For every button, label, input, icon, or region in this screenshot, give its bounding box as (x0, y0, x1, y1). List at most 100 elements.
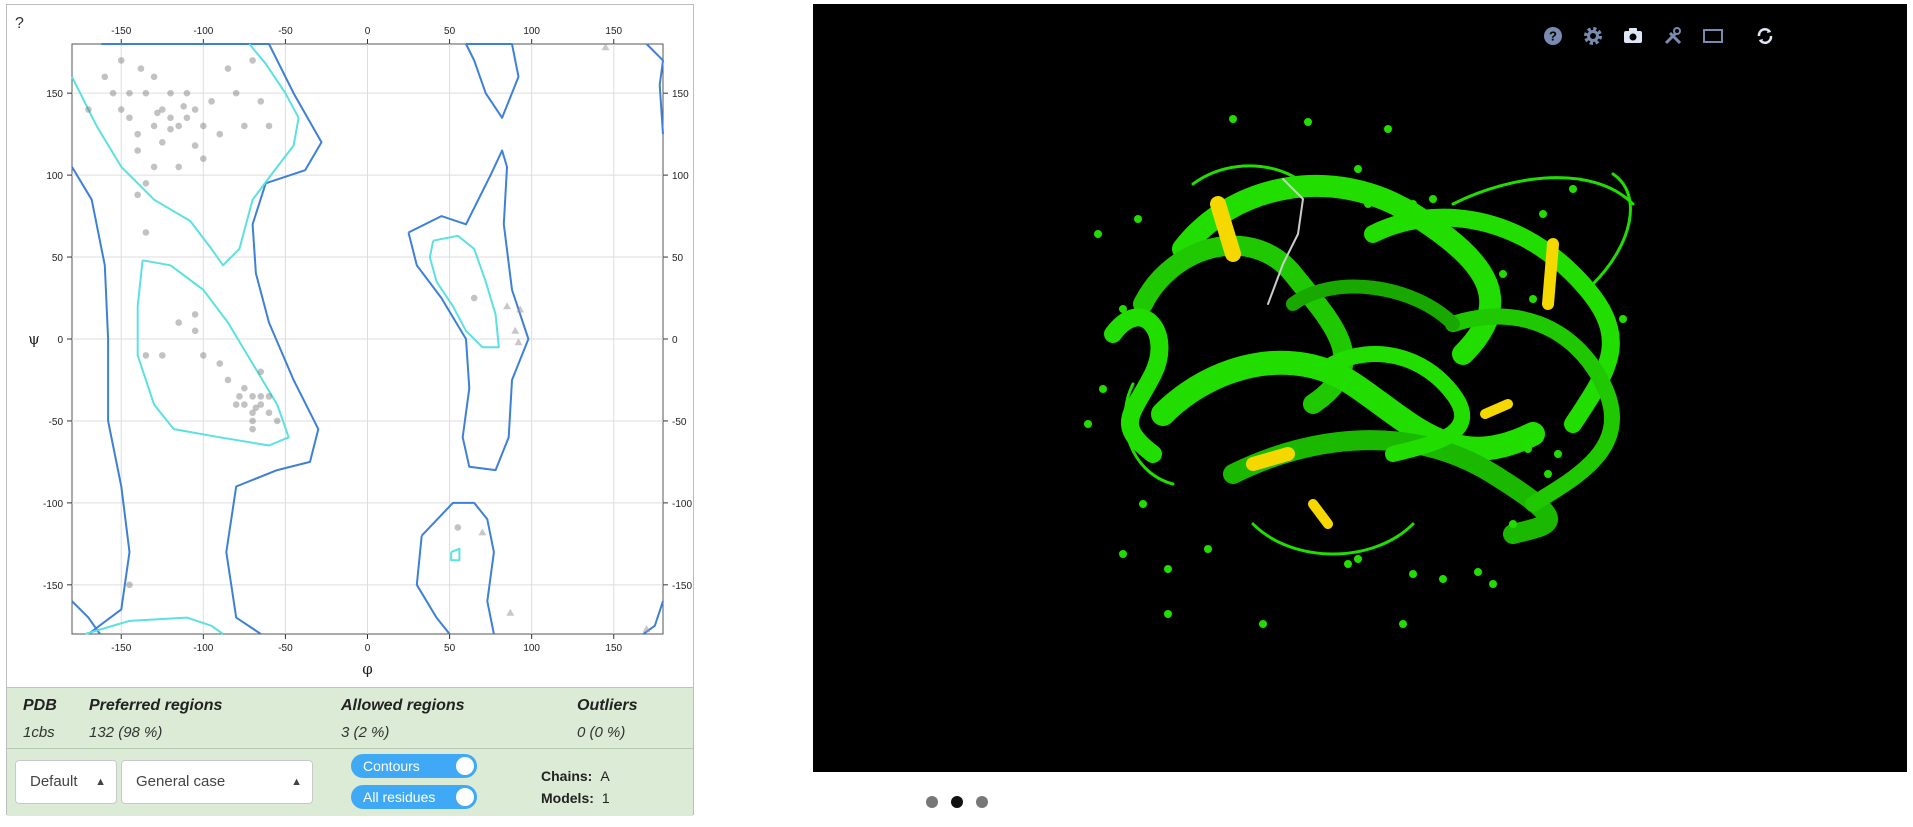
models-value: 1 (601, 790, 610, 806)
outlier-point (642, 625, 651, 633)
contour-line (71, 600, 101, 635)
residue-point (249, 393, 256, 400)
y-tick-label-right: 0 (672, 335, 678, 346)
x-axis-label: φ (362, 660, 373, 678)
y-tick-label-right: 50 (672, 253, 684, 264)
residue-point (167, 114, 174, 122)
residue-point (241, 401, 248, 408)
residue-point (126, 89, 133, 97)
carousel-dot-3[interactable] (976, 796, 988, 808)
residue-point (175, 122, 183, 130)
molecule-canvas[interactable] (813, 4, 1907, 772)
model-select-value: Default (30, 773, 78, 790)
residue-point (134, 147, 141, 154)
residue-point (142, 352, 150, 359)
x-tick-label-bottom: 100 (523, 643, 540, 654)
sheet-accent (1542, 238, 1559, 310)
contour-line (407, 149, 530, 472)
loop (1251, 522, 1415, 556)
models-info: Models: 1 (541, 790, 610, 806)
contour-line (465, 43, 520, 119)
chains-info: Chains: A (541, 768, 610, 784)
toggle-knob (456, 788, 474, 806)
residue-point (158, 352, 166, 359)
residue-point (249, 417, 256, 425)
contour-line (450, 547, 461, 562)
chains-value: A (600, 768, 610, 784)
y-tick-label-left: -100 (43, 499, 63, 510)
residue-point (150, 163, 158, 171)
molecule-viewer[interactable]: ? (813, 4, 1907, 772)
residue-point (126, 114, 133, 122)
residue-point (257, 98, 265, 105)
ribbon-strand (1325, 346, 1470, 462)
ramachandran-plot: -150 -150 -100 -100 -50 -50 0 0 50 50 100 100 150 150… (28, 26, 692, 678)
x-tick-label-top: 150 (605, 26, 622, 37)
sheet-accent (1210, 196, 1241, 262)
residue-point (183, 89, 191, 97)
residue-point (454, 524, 462, 531)
residue-point (137, 65, 145, 72)
help-icon[interactable]: ? (1541, 24, 1565, 48)
contours-toggle[interactable]: Contours (351, 754, 477, 778)
carousel-dot-2[interactable] (951, 796, 963, 808)
loop (1191, 164, 1315, 196)
residue-point (180, 102, 187, 110)
fullscreen-icon[interactable] (1701, 24, 1725, 48)
residue-point (200, 155, 207, 163)
protein-structure (1104, 164, 1635, 556)
x-tick-label-bottom: 150 (605, 643, 622, 654)
ribbon-strand (1104, 308, 1169, 463)
sheet-accent (1480, 399, 1513, 419)
residue-point (232, 401, 240, 408)
pdb-header: PDB (23, 697, 57, 714)
camera-icon[interactable] (1621, 24, 1645, 48)
residue-point (470, 294, 478, 302)
residue-point (158, 106, 166, 113)
residue-point (236, 393, 243, 400)
x-tick-label-top: 0 (365, 26, 371, 37)
y-tick-label-left: 0 (57, 335, 63, 346)
x-tick-label-top: 100 (523, 26, 540, 37)
residue-point (208, 98, 215, 105)
y-tick-label-right: -150 (672, 581, 692, 592)
outlier-point (511, 326, 520, 334)
outlier-point (514, 338, 523, 346)
all-residues-toggle[interactable]: All residues (351, 785, 477, 809)
residue-point (257, 401, 265, 408)
residue-point (191, 327, 199, 335)
residue-point (183, 114, 191, 122)
residue-point (134, 130, 141, 138)
sheet-accent (1246, 447, 1295, 471)
tools-icon[interactable] (1661, 24, 1685, 48)
gear-icon[interactable] (1581, 24, 1605, 48)
select-arrows-icon: ▲ (95, 776, 106, 788)
residue-point (109, 89, 117, 97)
residue-point (167, 89, 174, 97)
contour-line (428, 234, 500, 349)
ribbon-strand (1445, 308, 1621, 512)
x-tick-label-top: -100 (193, 26, 213, 37)
help-button[interactable]: ? (15, 15, 24, 32)
residue-point (232, 89, 240, 97)
spin-icon[interactable] (1753, 24, 1777, 48)
toggle-knob (456, 757, 474, 775)
residue-point (142, 180, 150, 187)
loop (1123, 382, 1175, 486)
y-tick-label-left: 50 (52, 253, 64, 264)
case-select[interactable]: General case ▲ (121, 760, 313, 804)
residue-point (224, 376, 232, 384)
residue-point (265, 122, 273, 130)
x-tick-label-bottom: -50 (278, 643, 293, 654)
model-select[interactable]: Default ▲ (15, 760, 117, 804)
ramachandran-panel: -150 -150 -100 -100 -50 -50 0 0 50 50 100 100 150 150… (6, 4, 694, 816)
preferred-value: 132 (98 %) (89, 724, 163, 741)
y-tick-label-right: -50 (672, 417, 687, 428)
ribbon-strand (1223, 430, 1558, 544)
contours-toggle-label: Contours (363, 758, 420, 774)
x-tick-label-bottom: -100 (193, 643, 213, 654)
carousel-dot-1[interactable] (926, 796, 938, 808)
residue-point (142, 89, 150, 97)
residue-point (126, 581, 133, 589)
allowed-value: 3 (2 %) (341, 724, 390, 741)
